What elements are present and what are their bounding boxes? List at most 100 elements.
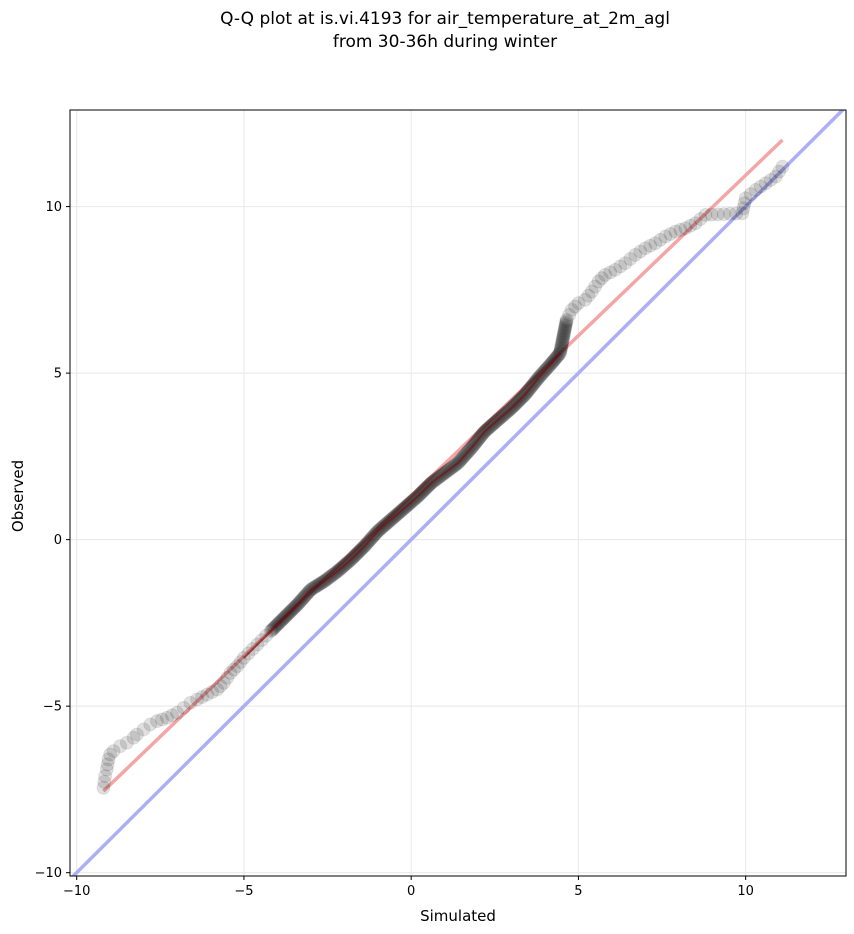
quantile-point [136, 722, 151, 737]
quantile-point [710, 207, 725, 222]
quantile-point [230, 659, 245, 674]
quantile-point [571, 296, 586, 311]
quantile-point [729, 206, 744, 221]
quantile-point [758, 176, 773, 191]
grid-lines [70, 110, 846, 876]
quantile-point [558, 320, 573, 335]
quantile-point [562, 307, 577, 322]
quantile-point [768, 169, 783, 184]
x-tick-label: 5 [574, 884, 582, 899]
quantile-point [658, 229, 673, 244]
quantile-point [556, 329, 571, 344]
quantile-point [213, 679, 228, 694]
quantile-point [555, 334, 570, 349]
quantile-point [98, 769, 113, 784]
quantile-points [96, 159, 790, 795]
quantile-point [598, 267, 613, 282]
quantile-point [738, 191, 753, 206]
quantile-point [558, 317, 573, 332]
quantile-point [554, 337, 569, 352]
x-tick-label: 0 [407, 884, 415, 899]
quantile-point [554, 340, 569, 355]
quantile-point [149, 714, 164, 729]
quantile-point [143, 717, 158, 732]
quantile-point [556, 326, 571, 341]
quantile-point [126, 730, 141, 745]
quantile-point [216, 675, 231, 690]
y-tick-label: −10 [35, 866, 62, 881]
quantile-point [200, 687, 215, 702]
y-axis-label: Observed [9, 460, 27, 532]
x-tick-label: 10 [737, 884, 754, 899]
quantile-point [176, 700, 191, 715]
quantile-point [775, 159, 790, 174]
quantile-point [165, 708, 180, 723]
quantile-point [223, 665, 238, 680]
quantile-point [716, 207, 731, 222]
quantile-point [553, 344, 568, 359]
quantile-point [183, 695, 198, 710]
quantile-point [683, 218, 698, 233]
quantile-point [704, 207, 719, 222]
quantile-point [698, 207, 713, 222]
quantile-point [678, 221, 693, 236]
quantile-point [555, 335, 570, 350]
quantile-core-line [243, 352, 561, 659]
quantile-point [648, 236, 663, 251]
quantile-point [555, 332, 570, 347]
quantile-point [693, 212, 708, 227]
quantile-point [623, 252, 638, 267]
quantile-point [736, 201, 751, 216]
quantile-point [554, 338, 569, 353]
quantile-point [753, 179, 768, 194]
quantile-point [154, 712, 169, 727]
quantile-point [633, 244, 648, 259]
quantile-point [643, 238, 658, 253]
quantile-point [748, 182, 763, 197]
quantile-point [553, 341, 568, 356]
quantile-point [743, 187, 758, 202]
quantile-point [103, 747, 118, 762]
quantile-point [668, 224, 683, 239]
quantile-point [559, 315, 574, 330]
quantile-point [737, 196, 752, 211]
quantile-point [558, 318, 573, 333]
quantile-point [591, 274, 606, 289]
quantile-point [723, 206, 738, 221]
quantile-point [673, 222, 688, 237]
chart-subtitle: from 30-36h during winter [332, 32, 558, 52]
quantile-point [106, 744, 121, 759]
reference-lines [70, 110, 846, 876]
y-tick-label: 5 [54, 367, 62, 382]
quantile-point [557, 324, 572, 339]
quantile-point [557, 323, 572, 338]
x-tick-label: −10 [63, 884, 90, 899]
y-tick-label: 10 [45, 200, 62, 215]
quantile-point [653, 232, 668, 247]
quantile-point [638, 241, 653, 256]
quantile-point [772, 164, 787, 179]
quantile-point [559, 312, 574, 327]
quantile-point [618, 256, 633, 271]
quantile-point [735, 206, 750, 221]
plot-frame [69, 109, 847, 877]
quantile-point [205, 684, 220, 699]
quantile-point [628, 247, 643, 262]
quantile-point [603, 265, 618, 280]
y-tick-label: 0 [54, 533, 62, 548]
quantile-point [220, 670, 235, 685]
identity-line [70, 110, 846, 876]
quantile-point [559, 314, 574, 329]
x-axis-label: Simulated [420, 907, 496, 925]
fit-line [102, 138, 784, 793]
axis-ticks: −10 −5 0 5 10 −10 −5 0 5 10 [35, 200, 754, 899]
quantile-point [160, 710, 174, 725]
quantile-point [556, 327, 571, 342]
quantile-point [553, 343, 568, 358]
quantile-point [568, 299, 583, 314]
quantile-point [226, 662, 241, 677]
quantile-point [564, 302, 579, 317]
y-tick-label: −5 [43, 700, 62, 715]
quantile-point [594, 271, 609, 286]
